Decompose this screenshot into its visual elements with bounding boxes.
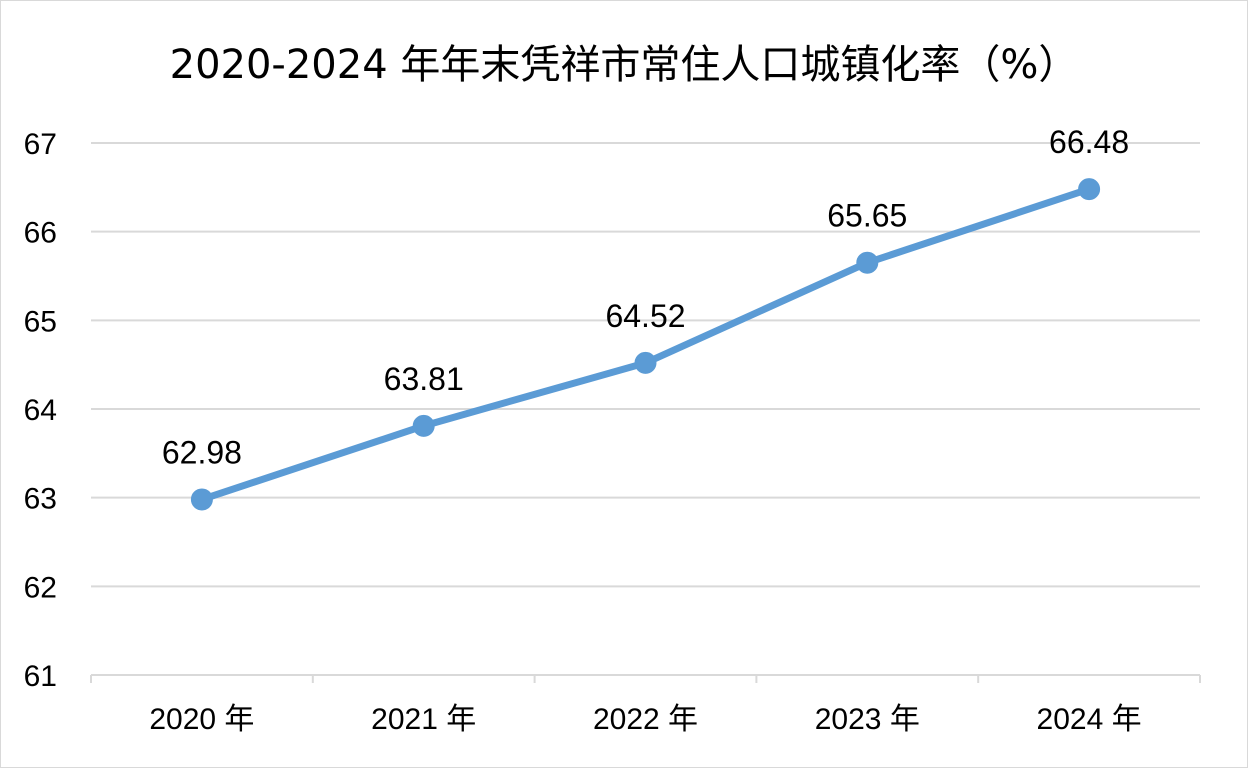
y-tick-label: 67 (24, 128, 57, 161)
data-point (634, 351, 657, 374)
data-labels: 62.98 63.81 64.52 65.65 66.48 (162, 124, 1129, 470)
y-tick-label: 61 (24, 660, 57, 693)
y-tick-label: 64 (24, 394, 57, 427)
data-point (412, 414, 435, 437)
gridlines (91, 142, 1200, 588)
y-tick-label: 65 (24, 305, 57, 338)
data-label: 66.48 (1049, 124, 1129, 160)
chart-title: 2020-2024 年年末凭祥市常住人口城镇化率（%） (170, 42, 1079, 88)
x-tick-label: 2023 年 (815, 703, 920, 736)
x-tick-label: 2020 年 (149, 703, 254, 736)
x-tick-label: 2021 年 (371, 703, 476, 736)
data-point (856, 251, 879, 274)
axes: 61 62 63 64 65 66 67 2020 年 2021 年 2022 年 2023 年 20… (24, 128, 1201, 736)
y-tick-label: 62 (24, 571, 57, 604)
series-layer (190, 178, 1101, 511)
data-label: 62.98 (162, 434, 242, 470)
x-tick-label: 2022 年 (593, 703, 698, 736)
y-tick-label: 63 (24, 483, 57, 516)
data-label: 64.52 (605, 298, 685, 334)
data-point (1078, 178, 1101, 201)
data-label: 65.65 (827, 198, 907, 234)
series-line (198, 185, 1093, 503)
y-tick-label: 66 (24, 217, 57, 250)
data-point (190, 488, 213, 511)
x-tick-label: 2024 年 (1037, 703, 1142, 736)
data-label: 63.81 (384, 361, 464, 397)
